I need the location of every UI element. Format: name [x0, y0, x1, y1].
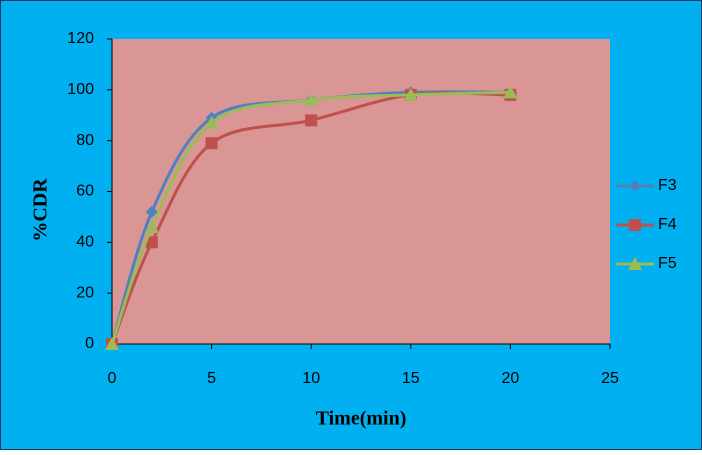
y-tick-label: 0 [85, 335, 94, 352]
y-tick-label: 60 [76, 183, 94, 200]
plot-area [112, 39, 610, 344]
y-tick-label: 100 [67, 81, 94, 98]
y-tick-label: 40 [76, 234, 94, 251]
x-tick-label: 20 [502, 370, 520, 387]
y-axis-title: %CDR [30, 178, 52, 242]
x-tick-label: 10 [302, 370, 320, 387]
data-point [145, 205, 158, 218]
y-tick-label: 120 [67, 30, 94, 47]
data-point [144, 220, 159, 234]
data-point [503, 85, 518, 99]
data-point [105, 337, 119, 350]
legend-label: F5 [658, 255, 677, 272]
legend-marker [629, 219, 641, 231]
x-tick-label: 0 [108, 370, 117, 387]
data-point [204, 115, 219, 129]
legend-marker [628, 257, 642, 270]
legend-label: F3 [658, 177, 677, 194]
y-tick-label: 80 [76, 132, 94, 149]
x-tick-label: 5 [207, 370, 216, 387]
legend-marker [629, 180, 641, 192]
y-tick-label: 20 [76, 284, 94, 301]
data-point [304, 93, 319, 106]
data-point [403, 87, 418, 101]
data-point [205, 137, 218, 150]
legend-label: F4 [658, 216, 677, 233]
x-tick-label: 25 [601, 370, 619, 387]
x-axis-title: Time(min) [316, 408, 407, 430]
data-point [305, 114, 318, 127]
data-point [145, 236, 158, 249]
x-tick-label: 15 [402, 370, 420, 387]
